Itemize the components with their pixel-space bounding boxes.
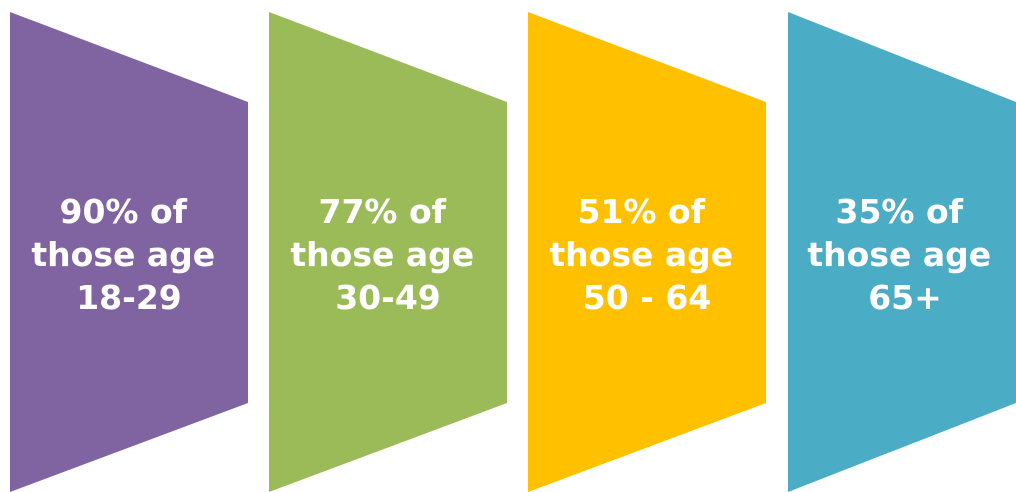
panel-18-29-line-3: 18-29	[76, 278, 182, 317]
panel-65-plus-line-3: 65+	[868, 278, 942, 317]
panel-30-49-label: 77% of those age 30-49	[290, 192, 485, 317]
panel-50-64-line-2: those age	[549, 235, 733, 274]
panel-30-49-shape	[269, 12, 507, 492]
panel-50-64: 51% of those age 50 - 64	[528, 12, 766, 492]
panel-18-29-shape	[10, 12, 248, 492]
panel-18-29-line-2: those age	[31, 235, 215, 274]
panel-65-plus-shape	[788, 12, 1016, 492]
panel-50-64-line-3: 50 - 64	[583, 278, 712, 317]
panel-30-49-line-3: 30-49	[335, 278, 441, 317]
panel-50-64-label: 51% of those age 50 - 64	[549, 192, 744, 317]
panel-30-49-line-1: 77% of	[318, 192, 446, 231]
panel-30-49: 77% of those age 30-49	[269, 12, 507, 492]
panel-50-64-line-1: 51% of	[577, 192, 705, 231]
panel-18-29-line-1: 90% of	[59, 192, 187, 231]
panel-65-plus-line-1: 35% of	[835, 192, 963, 231]
panel-30-49-line-2: those age	[290, 235, 474, 274]
panel-65-plus-line-2: those age	[807, 235, 991, 274]
panel-65-plus-label: 35% of those age 65+	[807, 192, 1002, 317]
panel-18-29-label: 90% of those age 18-29	[31, 192, 226, 317]
panel-50-64-shape	[528, 12, 766, 492]
panel-65-plus: 35% of those age 65+	[788, 12, 1016, 492]
panel-18-29: 90% of those age 18-29	[10, 12, 248, 492]
